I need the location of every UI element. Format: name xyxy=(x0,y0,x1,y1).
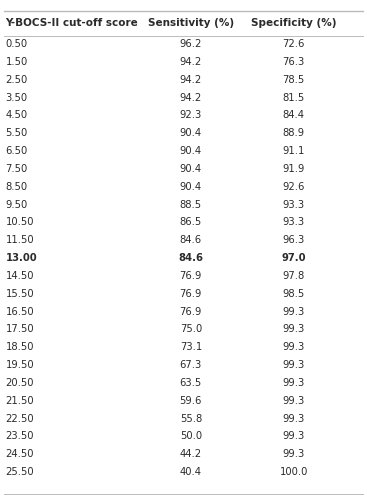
Text: 84.4: 84.4 xyxy=(283,110,305,120)
Text: 90.4: 90.4 xyxy=(180,146,202,156)
Text: 2.50: 2.50 xyxy=(6,75,28,85)
Text: 99.3: 99.3 xyxy=(283,396,305,406)
Text: 100.0: 100.0 xyxy=(279,467,308,477)
Text: Sensitivity (%): Sensitivity (%) xyxy=(148,18,234,28)
Text: 88.5: 88.5 xyxy=(180,199,202,209)
Text: 44.2: 44.2 xyxy=(180,449,202,459)
Text: 0.50: 0.50 xyxy=(6,39,28,49)
Text: 76.9: 76.9 xyxy=(180,289,202,299)
Text: 40.4: 40.4 xyxy=(180,467,202,477)
Text: 75.0: 75.0 xyxy=(180,325,202,335)
Text: 76.3: 76.3 xyxy=(283,57,305,67)
Text: 90.4: 90.4 xyxy=(180,128,202,138)
Text: 17.50: 17.50 xyxy=(6,325,34,335)
Text: 90.4: 90.4 xyxy=(180,182,202,192)
Text: 13.00: 13.00 xyxy=(6,253,37,263)
Text: 50.0: 50.0 xyxy=(180,431,202,441)
Text: 59.6: 59.6 xyxy=(180,396,202,406)
Text: 78.5: 78.5 xyxy=(283,75,305,85)
Text: 72.6: 72.6 xyxy=(283,39,305,49)
Text: 55.8: 55.8 xyxy=(180,414,202,424)
Text: 99.3: 99.3 xyxy=(283,378,305,388)
Text: Y-BOCS-II cut-off score: Y-BOCS-II cut-off score xyxy=(6,18,138,28)
Text: 96.3: 96.3 xyxy=(283,235,305,245)
Text: 3.50: 3.50 xyxy=(6,93,28,103)
Text: 14.50: 14.50 xyxy=(6,271,34,281)
Text: 84.6: 84.6 xyxy=(178,253,203,263)
Text: 81.5: 81.5 xyxy=(283,93,305,103)
Text: 99.3: 99.3 xyxy=(283,325,305,335)
Text: 8.50: 8.50 xyxy=(6,182,28,192)
Text: 94.2: 94.2 xyxy=(180,93,202,103)
Text: 90.4: 90.4 xyxy=(180,164,202,174)
Text: 99.3: 99.3 xyxy=(283,360,305,370)
Text: 92.6: 92.6 xyxy=(283,182,305,192)
Text: 6.50: 6.50 xyxy=(6,146,28,156)
Text: 93.3: 93.3 xyxy=(283,199,305,209)
Text: 1.50: 1.50 xyxy=(6,57,28,67)
Text: 16.50: 16.50 xyxy=(6,307,34,317)
Text: 15.50: 15.50 xyxy=(6,289,34,299)
Text: 73.1: 73.1 xyxy=(180,342,202,352)
Text: 63.5: 63.5 xyxy=(180,378,202,388)
Text: 92.3: 92.3 xyxy=(180,110,202,120)
Text: 4.50: 4.50 xyxy=(6,110,28,120)
Text: 93.3: 93.3 xyxy=(283,217,305,227)
Text: 67.3: 67.3 xyxy=(180,360,202,370)
Text: 18.50: 18.50 xyxy=(6,342,34,352)
Text: 20.50: 20.50 xyxy=(6,378,34,388)
Text: 98.5: 98.5 xyxy=(283,289,305,299)
Text: 21.50: 21.50 xyxy=(6,396,34,406)
Text: 99.3: 99.3 xyxy=(283,414,305,424)
Text: 99.3: 99.3 xyxy=(283,342,305,352)
Text: 94.2: 94.2 xyxy=(180,57,202,67)
Text: 84.6: 84.6 xyxy=(180,235,202,245)
Text: 9.50: 9.50 xyxy=(6,199,28,209)
Text: 97.0: 97.0 xyxy=(281,253,306,263)
Text: 94.2: 94.2 xyxy=(180,75,202,85)
Text: Specificity (%): Specificity (%) xyxy=(251,18,336,28)
Text: 19.50: 19.50 xyxy=(6,360,34,370)
Text: 88.9: 88.9 xyxy=(283,128,305,138)
Text: 97.8: 97.8 xyxy=(283,271,305,281)
Text: 91.9: 91.9 xyxy=(283,164,305,174)
Text: 96.2: 96.2 xyxy=(180,39,202,49)
Text: 76.9: 76.9 xyxy=(180,307,202,317)
Text: 7.50: 7.50 xyxy=(6,164,28,174)
Text: 76.9: 76.9 xyxy=(180,271,202,281)
Text: 23.50: 23.50 xyxy=(6,431,34,441)
Text: 24.50: 24.50 xyxy=(6,449,34,459)
Text: 22.50: 22.50 xyxy=(6,414,34,424)
Text: 11.50: 11.50 xyxy=(6,235,34,245)
Text: 25.50: 25.50 xyxy=(6,467,34,477)
Text: 86.5: 86.5 xyxy=(180,217,202,227)
Text: 99.3: 99.3 xyxy=(283,307,305,317)
Text: 5.50: 5.50 xyxy=(6,128,28,138)
Text: 91.1: 91.1 xyxy=(283,146,305,156)
Text: 99.3: 99.3 xyxy=(283,431,305,441)
Text: 10.50: 10.50 xyxy=(6,217,34,227)
Text: 99.3: 99.3 xyxy=(283,449,305,459)
